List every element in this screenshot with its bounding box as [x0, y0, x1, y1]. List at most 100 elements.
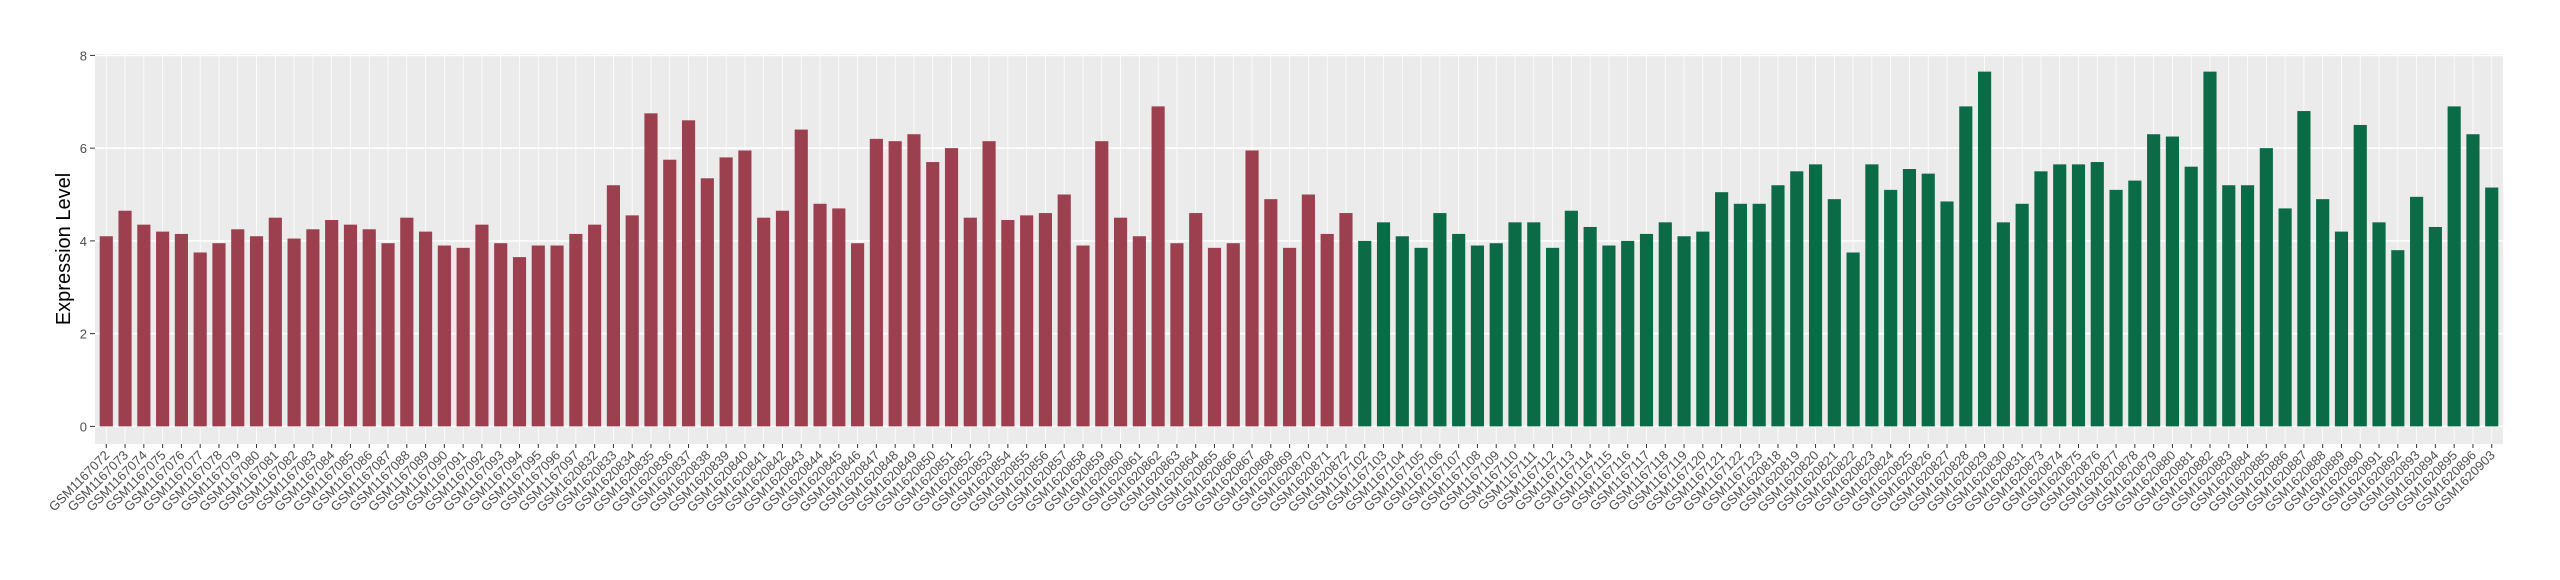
bar: [1808, 164, 1823, 427]
bar: [1245, 150, 1259, 427]
bar: [137, 224, 151, 427]
y-tick-label: 2: [80, 327, 87, 342]
bar: [2090, 162, 2104, 427]
bar: [1677, 236, 1691, 427]
bar: [2334, 231, 2349, 427]
bar: [606, 185, 620, 427]
bar: [437, 245, 451, 427]
bar: [569, 233, 583, 427]
bar: [700, 178, 714, 427]
bar: [2278, 208, 2292, 427]
bar: [118, 210, 132, 427]
bar: [625, 215, 639, 427]
bar: [738, 150, 752, 427]
y-tick-label: 4: [80, 234, 87, 249]
bar: [832, 208, 846, 427]
bar: [1433, 213, 1447, 427]
bar: [719, 157, 733, 427]
bar: [1113, 217, 1128, 427]
bar: [456, 247, 470, 427]
bar: [212, 243, 226, 427]
bar: [1639, 233, 1654, 427]
bar: [2353, 124, 2367, 427]
bar: [2410, 196, 2424, 427]
bar: [1470, 245, 1485, 427]
bar: [1545, 247, 1560, 427]
bar: [2071, 164, 2086, 427]
bar: [1790, 171, 1804, 427]
bar: [1001, 220, 1015, 427]
panel: [95, 54, 2503, 444]
bar: [2165, 136, 2179, 427]
bar: [249, 236, 264, 427]
bar: [2053, 164, 2067, 427]
bar: [588, 224, 602, 427]
bar: [512, 257, 527, 427]
bar: [869, 138, 883, 427]
bar: [156, 231, 170, 427]
bar: [1978, 71, 1992, 427]
bar: [1038, 213, 1053, 427]
bar: [2447, 106, 2461, 427]
bar: [888, 141, 902, 427]
bar: [1996, 222, 2010, 427]
bar: [1132, 236, 1146, 427]
bar: [494, 243, 508, 427]
bar: [907, 134, 921, 427]
bar: [2240, 185, 2255, 427]
bar: [1752, 203, 1766, 427]
bar: [2147, 134, 2161, 427]
bar: [325, 220, 339, 427]
bar: [1696, 231, 1710, 427]
bar: [400, 217, 414, 427]
bar: [1020, 215, 1034, 427]
y-tick-label: 6: [80, 141, 87, 156]
y-tick-label: 8: [80, 48, 87, 63]
bar: [926, 162, 940, 427]
bar: [2184, 166, 2198, 427]
bar: [1376, 222, 1391, 427]
bar: [1170, 243, 1184, 427]
bar: [343, 224, 358, 427]
bar: [1865, 164, 1879, 427]
bar: [2034, 171, 2048, 427]
bar: [644, 113, 658, 427]
bar: [1339, 213, 1353, 427]
bar: [1395, 236, 1409, 427]
bar: [174, 233, 188, 427]
bar: [362, 229, 376, 427]
bar: [2391, 250, 2405, 427]
bar: [2128, 180, 2142, 427]
bar: [794, 129, 808, 427]
bar: [306, 229, 320, 427]
bar: [1771, 185, 1785, 427]
bar: [1095, 141, 1109, 427]
bar: [1414, 247, 1428, 427]
bar: [1846, 252, 1860, 427]
bar: [1358, 240, 1372, 427]
bar: [2109, 189, 2123, 427]
bar: [99, 236, 113, 427]
bar: [2297, 111, 2311, 427]
bar: [1301, 194, 1315, 427]
y-axis-label: Expression Level: [53, 173, 75, 325]
bar: [1827, 199, 1841, 427]
bar: [775, 210, 790, 427]
bar: [2015, 203, 2029, 427]
bar: [1658, 222, 1672, 427]
bar: [287, 238, 301, 427]
bar: [944, 148, 959, 427]
bar: [1621, 240, 1635, 427]
bar: [1959, 106, 1973, 427]
bar: [231, 229, 245, 427]
bar: [419, 231, 433, 427]
bar: [381, 243, 395, 427]
bar: [1527, 222, 1541, 427]
bar: [1452, 233, 1466, 427]
bar: [1884, 189, 1898, 427]
bar: [1508, 222, 1522, 427]
bar: [813, 203, 827, 427]
bar: [2203, 71, 2217, 427]
bar: [1715, 192, 1729, 427]
